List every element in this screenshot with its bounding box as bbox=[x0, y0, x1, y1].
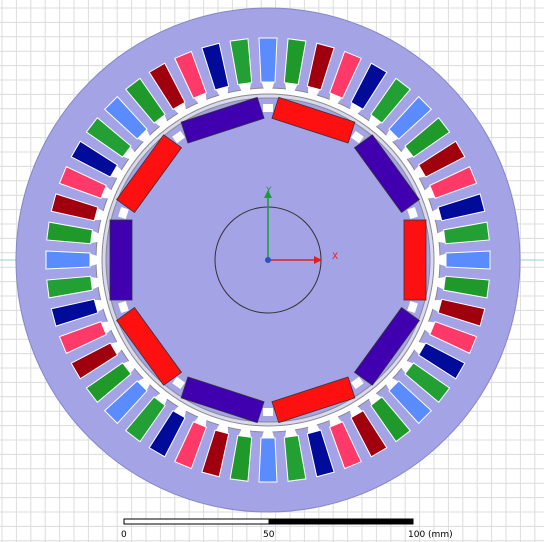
origin bbox=[265, 257, 271, 263]
magnet-gap bbox=[263, 104, 273, 112]
scale-bar-white bbox=[124, 519, 269, 524]
stator-slot bbox=[259, 38, 277, 82]
model-view: Y X 0 50 100 (mm) bbox=[0, 0, 544, 542]
magnet bbox=[404, 220, 426, 300]
stator-slot bbox=[259, 438, 277, 482]
stator-slot bbox=[446, 251, 490, 269]
page: {"axes": {"y_label": "Y", "x_label": "X"… bbox=[0, 0, 544, 542]
magnet-gap bbox=[263, 408, 273, 416]
magnet bbox=[110, 220, 132, 300]
scale-bar-black bbox=[269, 519, 413, 524]
scale-label: 50 bbox=[263, 530, 275, 540]
x-label: X bbox=[332, 252, 338, 262]
stator-slot bbox=[46, 251, 90, 269]
scale-label: 0 bbox=[121, 530, 127, 540]
scale-label: 100 (mm) bbox=[408, 530, 453, 540]
y-label: Y bbox=[265, 186, 272, 196]
